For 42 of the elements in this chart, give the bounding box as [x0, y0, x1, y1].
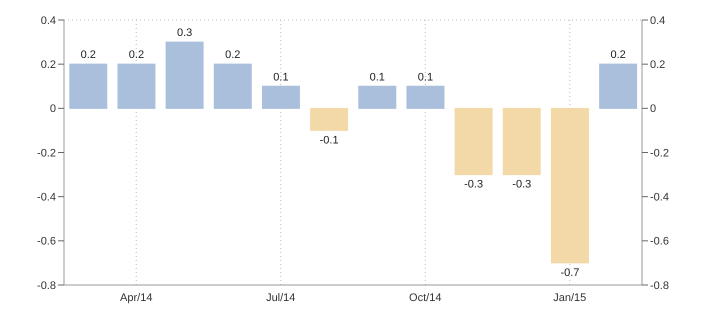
y2-tick-label: -0.8	[650, 280, 669, 292]
data-label: 0.3	[176, 27, 192, 40]
y2-tick-label: 0.2	[650, 59, 666, 72]
bar	[358, 86, 396, 109]
bar	[599, 64, 638, 109]
bar	[262, 86, 300, 109]
y2-tick-label: 0.4	[650, 14, 666, 27]
bar	[214, 64, 252, 109]
data-label: 0.2	[80, 49, 96, 62]
y-tick-label: 0.4	[40, 14, 56, 27]
bar	[117, 64, 156, 109]
x-tick-label: Jan/15	[553, 292, 586, 304]
bar	[454, 108, 493, 176]
data-label: 0.1	[273, 71, 289, 84]
y2-tick-label: -0.4	[650, 192, 669, 204]
data-label: 0.1	[370, 71, 385, 84]
data-label: 0.2	[225, 49, 240, 62]
bar	[550, 108, 589, 264]
y2-tick-label: -0.2	[650, 147, 669, 160]
y2-tick-label: 0	[650, 103, 656, 116]
y-tick-label: 0	[50, 103, 56, 116]
x-tick-label: Jul/14	[266, 292, 296, 304]
data-label: 0.2	[610, 49, 626, 62]
y-tick-label: 0.2	[40, 59, 56, 72]
data-label: -0.3	[464, 178, 484, 191]
bar	[502, 108, 541, 176]
y-tick-label: -0.8	[37, 280, 56, 292]
data-label: -0.7	[560, 266, 580, 279]
data-label: 0.2	[128, 49, 144, 62]
data-label: 0.1	[418, 71, 434, 84]
data-label: -0.1	[320, 134, 339, 146]
bar	[166, 42, 204, 109]
bar	[69, 64, 108, 109]
y2-tick-label: -0.6	[650, 236, 669, 248]
x-tick-label: Apr/14	[120, 292, 152, 304]
y-tick-label: -0.6	[37, 236, 56, 248]
y-tick-label: -0.4	[37, 192, 56, 204]
y-tick-label: -0.2	[37, 147, 56, 160]
x-tick-label: Oct/14	[409, 292, 442, 304]
bar	[406, 86, 444, 109]
data-label: -0.3	[512, 178, 532, 191]
bar	[310, 108, 348, 131]
